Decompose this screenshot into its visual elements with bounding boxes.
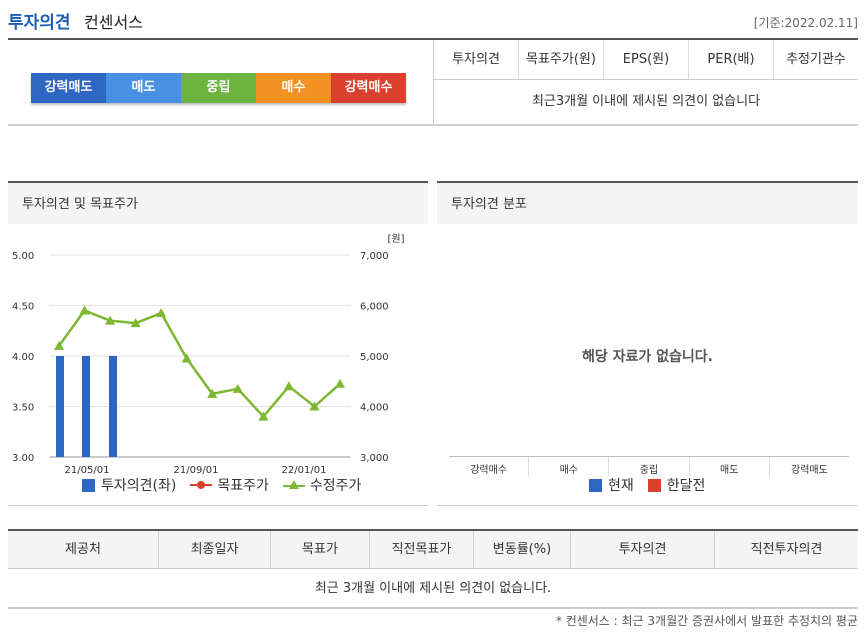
- dist-cat-neutral: 중립: [608, 457, 688, 476]
- right-axis-tick: 4,000: [360, 403, 389, 414]
- opinion-bar: [109, 356, 117, 457]
- col-last-date: 최종일자: [158, 531, 270, 568]
- scale-strong-buy: 강력매수: [331, 73, 406, 103]
- blue-square-icon: [82, 478, 95, 492]
- legend-opinion-label: 투자의견(좌): [101, 478, 177, 494]
- adjusted-price-point: [79, 305, 90, 315]
- col-institution-count: 추정기관수: [773, 40, 858, 79]
- right-axis-tick: 3,000: [360, 453, 389, 464]
- opinion-bar: [56, 356, 64, 457]
- adjusted-price-point: [232, 383, 243, 393]
- green-triangle-icon: [282, 480, 305, 489]
- blue-square-icon: [589, 478, 602, 492]
- adjusted-price-point: [105, 315, 116, 325]
- consensus-table: 투자의견 목표주가(원) EPS(원) PER(배) 추정기관수 최근3개월 이…: [433, 40, 858, 124]
- adjusted-price-point: [130, 318, 141, 328]
- adjusted-price-point: [54, 340, 64, 350]
- col-eps: EPS(원): [603, 40, 688, 79]
- left-axis-tick: 4.50: [12, 302, 34, 313]
- right-axis-tick: 6,000: [360, 302, 389, 313]
- col-opinion: 투자의견: [433, 40, 518, 79]
- red-square-icon: [647, 478, 661, 492]
- adjusted-price-point: [156, 308, 167, 318]
- right-axis-tick: 7,000: [360, 251, 389, 262]
- col-prev-target: 직전목표가: [369, 531, 473, 568]
- distribution-legend: 현재 한달전: [589, 475, 719, 495]
- right-axis-tick: 5,000: [360, 352, 389, 363]
- red-dot-icon: [190, 481, 213, 489]
- section-title-primary: 투자의견: [8, 13, 71, 33]
- footnote: * 컨센서스 : 최근 3개월간 증권사에서 발표한 추정치의 평균: [555, 614, 858, 628]
- distribution-axis: 강력매수 매수 중립 매도 강력매도: [449, 456, 849, 476]
- adjusted-price-point: [207, 388, 218, 398]
- distribution-panel: 투자의견 분포 해당 자료가 없습니다. 강력매수 매수 중립 매도 강력매도 …: [437, 181, 858, 506]
- reference-date: [기준:2022.02.11]: [753, 16, 858, 30]
- adjusted-price-point: [283, 381, 294, 391]
- consensus-empty-message: 최근3개월 이내에 제시된 의견이 없습니다: [433, 80, 858, 124]
- detail-empty-message: 최근 3개월 이내에 제시된 의견이 없습니다.: [8, 569, 858, 609]
- left-axis-tick: 4.00: [12, 352, 34, 363]
- detail-table-header: 제공처 최종일자 목표가 직전목표가 변동률(%) 투자의견 직전투자의견: [8, 529, 858, 569]
- scale-buy: 매수: [256, 73, 331, 103]
- distribution-title: 투자의견 분포: [437, 181, 858, 224]
- x-axis-tick: 21/05/01: [65, 465, 110, 476]
- legend-current: 현재: [589, 475, 634, 495]
- dist-cat-strong-buy: 강력매수: [470, 465, 507, 476]
- opinion-scale: 강력매도 매도 중립 매수 강력매수: [31, 73, 406, 103]
- col-target-price: 목표주가(원): [518, 40, 603, 79]
- adjusted-price-point: [181, 353, 192, 363]
- col-provider: 제공처: [65, 542, 101, 557]
- adjusted-price-point: [335, 378, 345, 388]
- opinion-chart-panel: 투자의견 및 목표주가 [원] 5.00 7,000 4.50 6,000 4.00 5,…: [8, 181, 428, 506]
- section-header: 투자의견 컨센서스 [기준:2022.02.11]: [8, 8, 858, 38]
- legend-month-ago-label: 한달전: [666, 478, 706, 494]
- dist-cat-buy: 매수: [528, 457, 608, 476]
- opinion-chart: [원] 5.00 7,000 4.50 6,000 4.00 5,000 3.50 4,000…: [12, 233, 405, 476]
- adjusted-price-point: [309, 401, 320, 411]
- col-prev-opinion: 직전투자의견: [714, 531, 858, 568]
- col-change-rate: 변동률(%): [473, 531, 570, 568]
- detail-table: 제공처 최종일자 목표가 직전목표가 변동률(%) 투자의견 직전투자의견 최근…: [8, 529, 858, 609]
- opinion-chart-legend: 투자의견(좌) 목표주가 수정주가: [82, 475, 375, 495]
- legend-target-price-label: 목표주가: [217, 478, 269, 494]
- dist-cat-strong-sell: 강력매도: [768, 457, 849, 476]
- legend-current-label: 현재: [608, 478, 634, 494]
- scale-neutral: 중립: [181, 73, 256, 103]
- left-axis-tick: 3.50: [12, 403, 34, 414]
- col-target: 목표가: [270, 531, 369, 568]
- no-data-message: 해당 자료가 없습니다.: [582, 349, 713, 365]
- legend-opinion: 투자의견(좌): [82, 475, 176, 495]
- header-divider: [8, 38, 858, 40]
- legend-target-price: 목표주가: [190, 475, 269, 495]
- dist-cat-sell: 매도: [688, 457, 769, 476]
- x-axis-tick: 21/09/01: [174, 465, 219, 476]
- x-axis-tick: 22/01/01: [282, 465, 327, 476]
- left-axis-tick: 5.00: [12, 251, 34, 262]
- left-axis-tick: 3.00: [12, 453, 34, 464]
- legend-adjusted-price: 수정주가: [282, 475, 362, 495]
- col-per: PER(배): [688, 40, 773, 79]
- opinion-chart-title: 투자의견 및 목표주가: [8, 181, 428, 224]
- scale-strong-sell: 강력매도: [31, 73, 106, 103]
- consensus-table-header: 투자의견 목표주가(원) EPS(원) PER(배) 추정기관수: [433, 40, 858, 80]
- right-axis-unit: [원]: [387, 233, 404, 245]
- opinion-bar: [82, 356, 90, 457]
- scale-sell: 매도: [106, 73, 181, 103]
- adjusted-price-line: [57, 309, 341, 419]
- adjusted-price-point: [258, 411, 269, 421]
- col-opinion: 투자의견: [570, 531, 714, 568]
- divider: [8, 124, 858, 126]
- section-title-secondary: 컨센서스: [84, 13, 143, 32]
- legend-month-ago: 한달전: [647, 475, 706, 495]
- legend-adjusted-price-label: 수정주가: [309, 478, 362, 494]
